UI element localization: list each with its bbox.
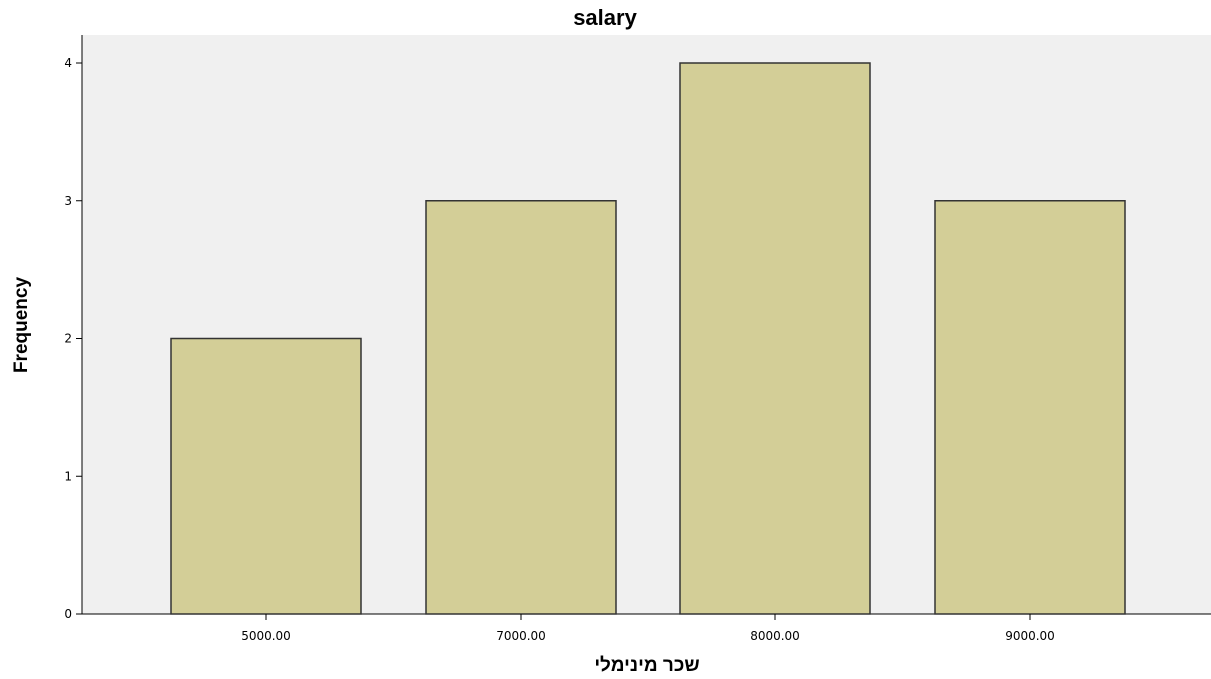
y-tick-label: 3 xyxy=(64,194,72,208)
x-tick-label: 7000.00 xyxy=(496,629,546,643)
bar-8000.00 xyxy=(679,62,871,615)
bar-5000.00 xyxy=(170,337,362,615)
y-tick-label: 4 xyxy=(64,56,72,70)
bar-7000.00 xyxy=(425,200,617,615)
x-tick-label: 9000.00 xyxy=(1005,629,1055,643)
chart-title: salary xyxy=(573,5,637,30)
y-axis-label: Frequency xyxy=(11,277,32,374)
x-tick-label: 8000.00 xyxy=(750,629,800,643)
y-axis-ticks: 0 1 2 3 4 xyxy=(64,56,82,621)
x-axis-label: שכר מינימלי xyxy=(594,655,699,676)
y-tick-label: 2 xyxy=(64,332,72,346)
y-tick-label: 0 xyxy=(64,607,72,621)
bar-9000.00 xyxy=(934,200,1126,615)
x-axis-ticks: 5000.00 7000.00 8000.00 9000.00 xyxy=(241,614,1055,643)
x-tick-label: 5000.00 xyxy=(241,629,291,643)
y-tick-label: 1 xyxy=(64,469,72,483)
